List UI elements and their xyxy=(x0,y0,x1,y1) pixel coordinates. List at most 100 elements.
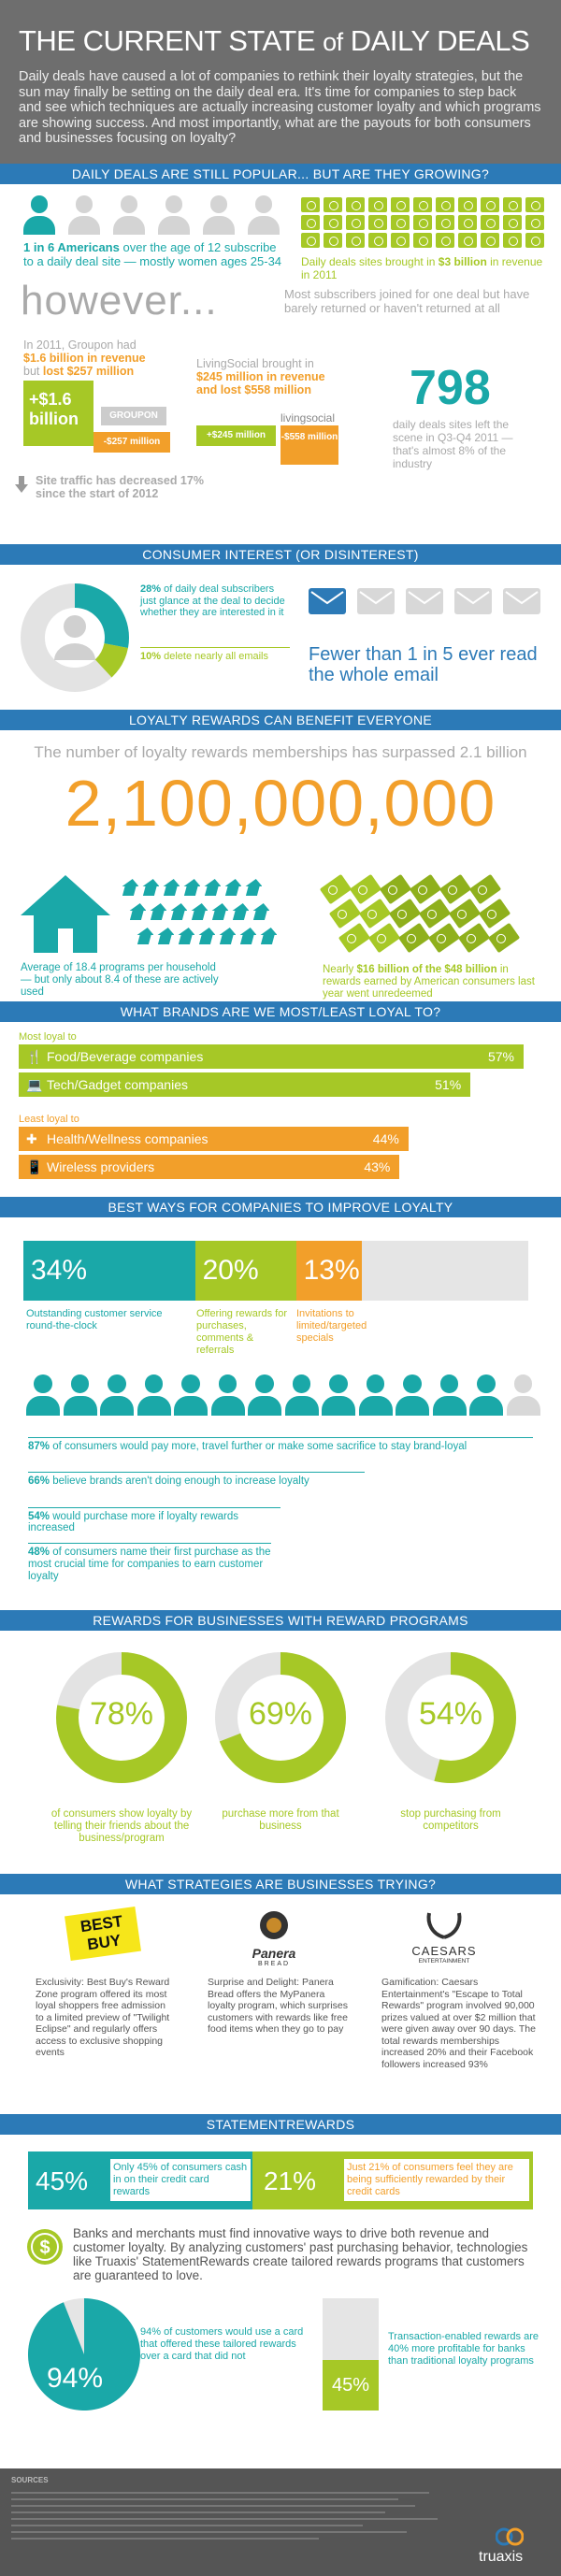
bar-45-fill: 45% xyxy=(323,2360,379,2411)
section-band-strategies: WHAT STRATEGIES ARE BUSINESSES TRYING? xyxy=(0,1874,561,1894)
svg-text:$: $ xyxy=(39,2238,50,2258)
improve-label-rewards: Offering rewards for purchases, comments… xyxy=(196,1308,288,1356)
person-icon xyxy=(23,195,55,236)
groupon-stat: In 2011, Groupon had $1.6 billion in reve… xyxy=(23,338,146,378)
money-icon xyxy=(481,233,499,248)
person-icon xyxy=(113,195,145,236)
fewer-text: Fewer than 1 in 5 ever read the whole em… xyxy=(309,644,538,685)
small-house-icon xyxy=(196,927,216,950)
small-house-icon xyxy=(120,878,139,901)
rewards-donut-3-text: stop purchasing from competitors xyxy=(400,1808,501,1832)
person-icon xyxy=(396,1374,429,1417)
envelope-icon xyxy=(309,588,346,614)
person-icon xyxy=(137,1374,171,1417)
person-icon xyxy=(68,195,100,236)
money-icon xyxy=(324,233,342,248)
most-loyal-label: Most loyal to xyxy=(19,1031,77,1043)
person-icon xyxy=(174,1374,208,1417)
money-icon xyxy=(436,197,454,212)
closed-sites-text: daily deals sites left the scene in Q3-Q… xyxy=(393,418,513,470)
envelope-icon xyxy=(503,588,540,614)
money-icon xyxy=(346,197,365,212)
rewards-donut-2-pct: 69% xyxy=(248,1696,313,1732)
money-icon xyxy=(525,197,544,212)
arrow-down-icon xyxy=(15,476,28,493)
stat-45-pct: 45% xyxy=(36,2166,89,2195)
money-icon xyxy=(324,197,342,212)
small-house-icon xyxy=(181,878,201,901)
livingsocial-loss-tag: -$558 million xyxy=(280,425,338,465)
money-icon xyxy=(436,215,454,230)
money-icon xyxy=(368,197,387,212)
money-icon xyxy=(338,922,371,954)
money-icon xyxy=(391,233,410,248)
section-rewards: 78% 69% 54% of consumers show loyalty by… xyxy=(0,1631,561,1874)
money-icon xyxy=(436,233,454,248)
money-icon xyxy=(301,233,320,248)
money-icon xyxy=(503,215,522,230)
money-icon xyxy=(346,215,365,230)
section-improve: 34% 20% 13% Outstanding customer service… xyxy=(0,1217,561,1610)
person-icon xyxy=(158,195,190,236)
small-house-icon xyxy=(202,878,222,901)
person-icon xyxy=(432,1374,467,1417)
section-consumer: 28% of daily deal subscribers just glanc… xyxy=(0,565,561,710)
money-icon xyxy=(397,922,431,954)
sources-lines xyxy=(11,2487,451,2562)
brand-bar-health: ✚ Health/Wellness companies 44% xyxy=(19,1127,409,1151)
person-icon xyxy=(506,1374,540,1417)
pie-94-pct: 94% xyxy=(47,2363,104,2394)
stat-45-text: Only 45% of consumers cash in on their c… xyxy=(110,2159,251,2201)
envelope-icon xyxy=(357,588,395,614)
small-house-icon xyxy=(148,902,167,926)
person-icon xyxy=(358,1374,393,1417)
rewards-donut-arc xyxy=(215,1652,346,1783)
small-house-icon xyxy=(161,878,180,901)
section-statement: 45% Only 45% of consumers cash in on the… xyxy=(0,2135,561,2453)
small-house-icon xyxy=(223,878,242,901)
house-icon xyxy=(21,875,110,953)
person-icon xyxy=(100,1374,134,1417)
brand-bar-wireless: 📱 Wireless providers 43% xyxy=(19,1155,400,1179)
small-house-icon xyxy=(140,878,160,901)
memberships-number: 2,100,000,000 xyxy=(65,767,496,840)
unredeemed-text: Nearly $16 billion of the $48 billion in… xyxy=(323,964,535,1000)
section-band-improve: BEST WAYS FOR COMPANIES TO IMPROVE LOYAL… xyxy=(0,1197,561,1217)
intro-text: Daily deals have caused a lot of compani… xyxy=(19,69,541,146)
money-icon xyxy=(457,922,491,954)
page-title: THE CURRENT STATE of DAILY DEALS xyxy=(19,24,530,57)
memberships-text: The number of loyalty rewards membership… xyxy=(34,743,527,761)
small-house-icon xyxy=(189,902,209,926)
small-house-icon xyxy=(176,927,195,950)
section-band-rewards: REWARDS FOR BUSINESSES WITH REWARD PROGR… xyxy=(0,1610,561,1631)
money-icon xyxy=(301,215,320,230)
banks-text: Banks and merchants must find innovative… xyxy=(73,2226,528,2282)
small-house-icon xyxy=(135,927,154,950)
money-icon xyxy=(367,922,401,954)
stat-21-pct: 21% xyxy=(264,2166,317,2195)
rewards-donut-1-pct: 78% xyxy=(89,1696,154,1732)
rewards-donut-arc xyxy=(56,1652,187,1783)
money-icon xyxy=(481,215,499,230)
small-house-icon xyxy=(209,902,229,926)
dollar-coin-icon: $ xyxy=(27,2229,63,2265)
people-stat: 1 in 6 Americans over the age of 12 subs… xyxy=(23,240,282,268)
stat-21-text: Just 21% of consumers feel they are bein… xyxy=(344,2159,529,2201)
stat-87: 87% of consumers would pay more, travel … xyxy=(28,1437,533,1452)
bestbuy-text: Exclusivity: Best Buy's Reward Zone prog… xyxy=(36,1977,170,2058)
groupon-logo: GROUPON xyxy=(101,407,166,425)
improve-segment-rewards: 20% xyxy=(194,1241,296,1301)
brand-bar-tech: 💻 Tech/Gadget companies 51% xyxy=(19,1072,471,1097)
traffic-text: Site traffic has decreased 17% since the… xyxy=(36,474,204,500)
small-house-icon xyxy=(251,902,270,926)
household-text: Average of 18.4 programs per household —… xyxy=(21,962,219,998)
caesars-text: Gamification: Caesars Entertainment's "E… xyxy=(381,1977,536,2070)
sources-label: SOURCES xyxy=(11,2476,49,2484)
stat-66: 66% believe brands aren't doing enough t… xyxy=(28,1472,365,1487)
small-house-icon xyxy=(258,927,278,950)
rewards-donuts xyxy=(56,1652,516,1783)
person-icon xyxy=(248,195,280,236)
small-house-icon xyxy=(230,902,250,926)
section-popular: 1 in 6 Americans over the age of 12 subs… xyxy=(0,184,561,544)
livingsocial-gain-tag: +$245 million xyxy=(196,425,276,446)
